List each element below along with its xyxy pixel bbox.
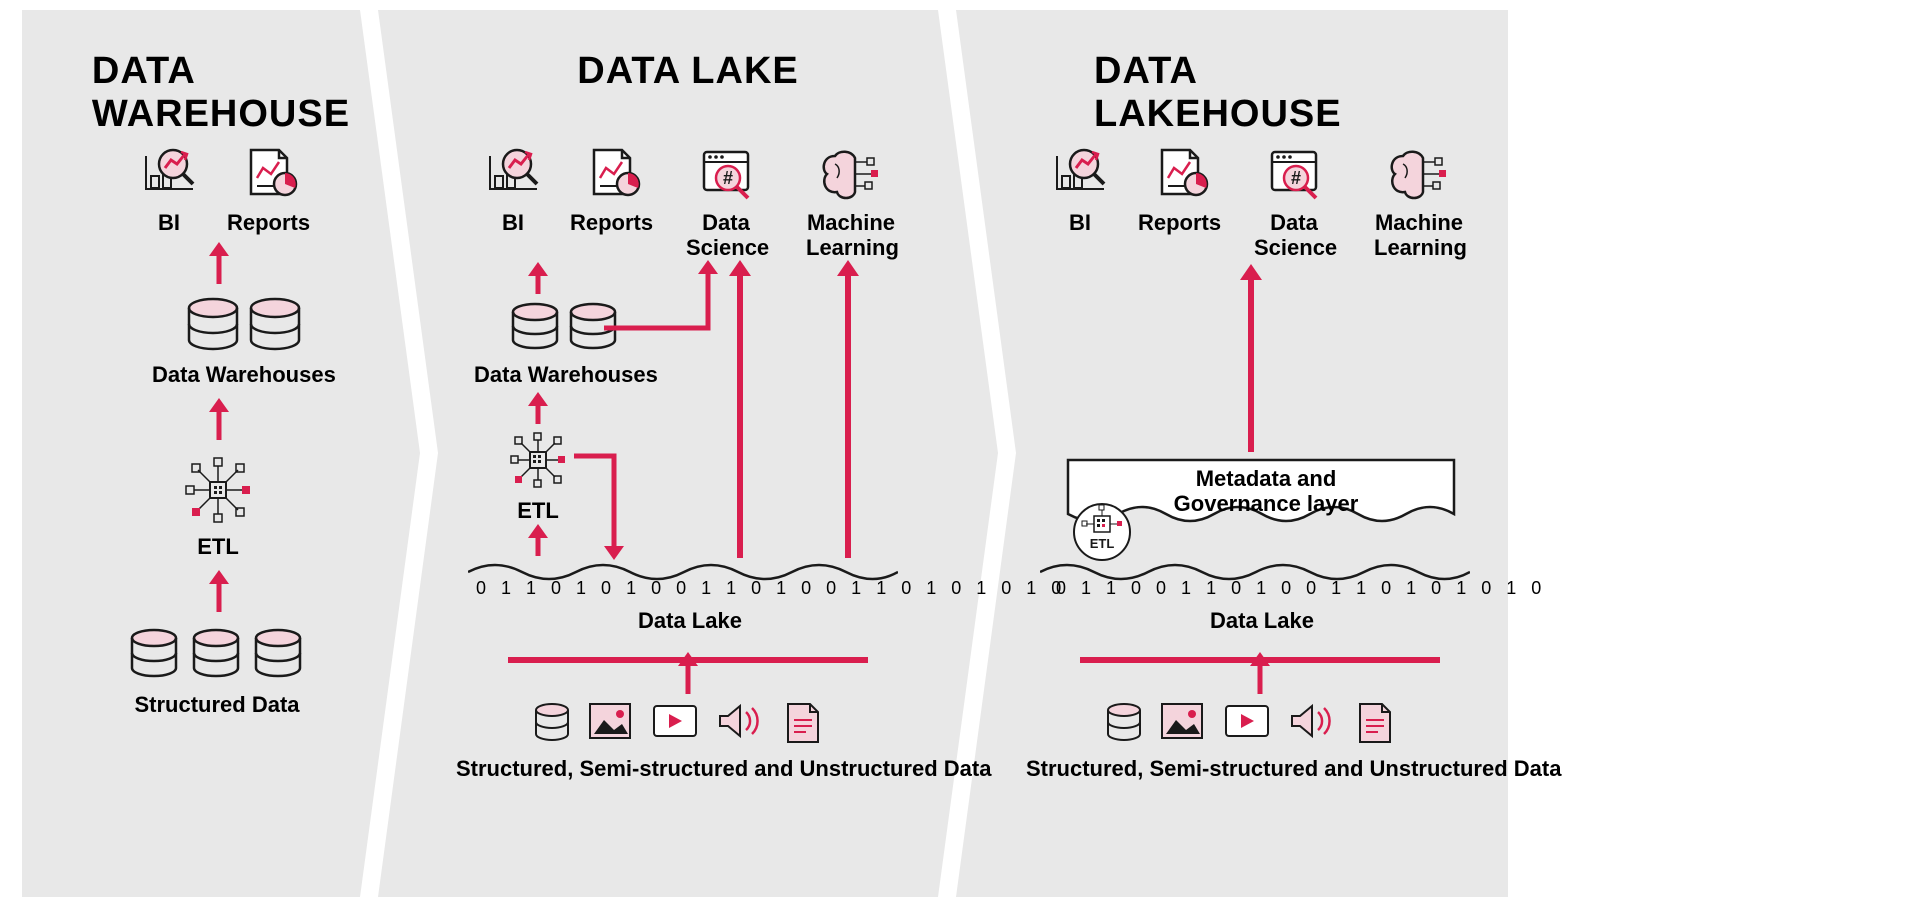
arrow-long-up-icon xyxy=(1236,264,1266,454)
brain-chip-icon xyxy=(815,144,887,204)
lake-ml-block: MachineLearning xyxy=(806,144,896,261)
document-pie-icon xyxy=(580,144,644,204)
arrow-up-bar-icon xyxy=(508,648,868,698)
lake-reports-block: Reports xyxy=(570,144,653,236)
svg-text:ETL: ETL xyxy=(1090,536,1115,551)
arrow-up-icon xyxy=(524,262,552,296)
arrow-up-icon xyxy=(205,242,233,286)
chart-magnifier-icon xyxy=(137,144,201,204)
datalake-label: Data Lake xyxy=(1210,608,1314,634)
dw-label: Data Warehouses xyxy=(474,362,658,388)
lake-ds-block: # DataScience xyxy=(686,144,766,261)
document-icon xyxy=(788,704,818,742)
ml-label: MachineLearning xyxy=(806,210,896,261)
etl-label: ETL xyxy=(197,534,239,560)
arrow-down-elbow-icon xyxy=(570,448,630,562)
bi-label: BI xyxy=(1069,210,1091,236)
etl-block: ETL xyxy=(180,452,256,560)
image-icon xyxy=(590,704,630,738)
arrow-up-icon xyxy=(524,392,552,426)
lh-ml-block: MachineLearning xyxy=(1374,144,1464,261)
panel-lake: DATA LAKE BI Reports # xyxy=(378,0,998,907)
reports-label: Reports xyxy=(570,210,653,236)
code-search-icon: # xyxy=(1262,144,1326,204)
panel-title-lakehouse: DATA LAKEHOUSE xyxy=(1094,50,1370,136)
lake-etl-block: ETL xyxy=(506,428,570,524)
svg-text:#: # xyxy=(1291,168,1301,188)
sources-label: Structured, Semi-structured and Unstruct… xyxy=(456,756,991,782)
chart-magnifier-icon xyxy=(1048,144,1112,204)
datalake-label: Data Lake xyxy=(638,608,742,634)
arrow-up-bar-icon xyxy=(1080,648,1440,698)
etl-label: ETL xyxy=(517,498,559,524)
bi-label: BI xyxy=(158,210,180,236)
document-pie-icon xyxy=(237,144,301,204)
database-triple-icon xyxy=(122,626,312,686)
etl-circle-icon: ETL xyxy=(1070,500,1134,564)
panel-title-warehouse: DATA WAREHOUSE xyxy=(92,50,350,136)
source-icons-row xyxy=(1100,700,1420,750)
structured-label: Structured Data xyxy=(134,692,299,718)
bi-label: BI xyxy=(502,210,524,236)
reports-label: Reports xyxy=(227,210,310,236)
etl-nodes-icon xyxy=(180,452,256,528)
database-pair-icon xyxy=(179,296,309,356)
etl-nodes-icon xyxy=(506,428,570,492)
lh-ds-block: # DataScience xyxy=(1254,144,1334,261)
arrow-long-up-icon xyxy=(834,260,862,560)
brain-chip-icon xyxy=(1383,144,1455,204)
panel-lakehouse: DATA LAKEHOUSE BI Reports # xyxy=(956,0,1508,907)
lh-reports-block: Reports xyxy=(1138,144,1221,236)
source-icons-row xyxy=(528,700,848,750)
arrow-long-up-icon xyxy=(726,260,754,560)
ds-label: DataScience xyxy=(1254,210,1334,261)
svg-text:#: # xyxy=(723,168,733,188)
reports-label: Reports xyxy=(1138,210,1221,236)
warehouses-label: Data Warehouses xyxy=(152,362,336,388)
governance-label: Metadata andGovernance layer xyxy=(1166,466,1366,517)
video-icon xyxy=(654,706,696,736)
ds-label: DataScience xyxy=(686,210,766,261)
code-search-icon: # xyxy=(694,144,758,204)
lh-bi-block: BI xyxy=(1048,144,1112,236)
reports-block: Reports xyxy=(227,144,310,236)
warehouses-block: Data Warehouses xyxy=(152,296,336,388)
arrow-up-icon xyxy=(205,398,233,442)
database-icon xyxy=(536,704,568,740)
arrow-elbow-icon xyxy=(600,260,720,336)
lake-bi-block: BI xyxy=(481,144,545,236)
document-pie-icon xyxy=(1148,144,1212,204)
arrow-up-icon xyxy=(205,570,233,614)
structured-block: Structured Data xyxy=(122,626,312,718)
chart-magnifier-icon xyxy=(481,144,545,204)
audio-icon xyxy=(720,706,758,736)
panel-title-lake: DATA LAKE xyxy=(577,50,799,93)
panel-warehouse: DATA WAREHOUSE BI Reports xyxy=(22,0,420,907)
arrow-up-icon xyxy=(524,524,552,558)
ml-label: MachineLearning xyxy=(1374,210,1464,261)
bits-text: 0 1 1 0 0 1 1 0 1 0 0 1 1 0 1 0 1 0 1 0 xyxy=(1056,578,1546,599)
bi-block: BI xyxy=(137,144,201,236)
sources-label: Structured, Semi-structured and Unstruct… xyxy=(1026,756,1561,782)
